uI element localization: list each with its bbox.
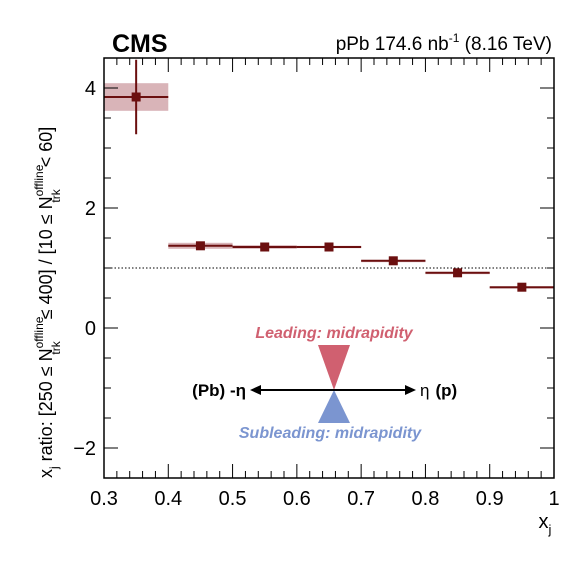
data-point: [325, 243, 334, 252]
leading-label: Leading: midrapidity: [255, 325, 413, 342]
arrow-head-left: [250, 385, 261, 395]
data-point: [453, 268, 462, 277]
subleading-triangle: [318, 390, 350, 423]
subleading-label: Subleading: midrapidity: [239, 425, 422, 442]
data-point: [260, 243, 269, 252]
x-tick-label: 0.7: [347, 488, 375, 510]
x-tick-label: 0.9: [476, 488, 504, 510]
x-tick-label: 0.5: [219, 488, 247, 510]
x-tick-label: 1: [548, 488, 559, 510]
pb-direction-label: (Pb) -η: [192, 381, 246, 400]
y-tick-label: 2: [85, 198, 96, 220]
x-tick-label: 0.6: [283, 488, 311, 510]
y-tick-label: 0: [85, 318, 96, 340]
x-tick-label: 0.4: [154, 488, 182, 510]
kinematics-inset: Leading: midrapidity Subleading: midrapi…: [192, 325, 457, 442]
proton-direction-label: η (p): [420, 381, 457, 400]
data-point: [389, 256, 398, 265]
y-tick-label: 4: [85, 78, 96, 100]
x-tick-label: 0.3: [90, 488, 118, 510]
data-point: [196, 241, 205, 250]
leading-triangle: [318, 345, 350, 390]
data-point: [132, 93, 141, 102]
y-axis-title: xj ratio: [250 ≤ Noffline trk ≤ 400] / [1…: [32, 127, 63, 478]
arrow-head-right: [405, 385, 416, 395]
data-point: [517, 283, 526, 292]
x-axis-title: xj: [539, 511, 552, 537]
y-tick-label: −2: [73, 438, 96, 460]
run-condition-label: pPb 174.6 nb-1 (8.16 TeV): [336, 31, 552, 55]
experiment-label: CMS: [112, 30, 168, 58]
x-tick-label: 0.8: [412, 488, 440, 510]
